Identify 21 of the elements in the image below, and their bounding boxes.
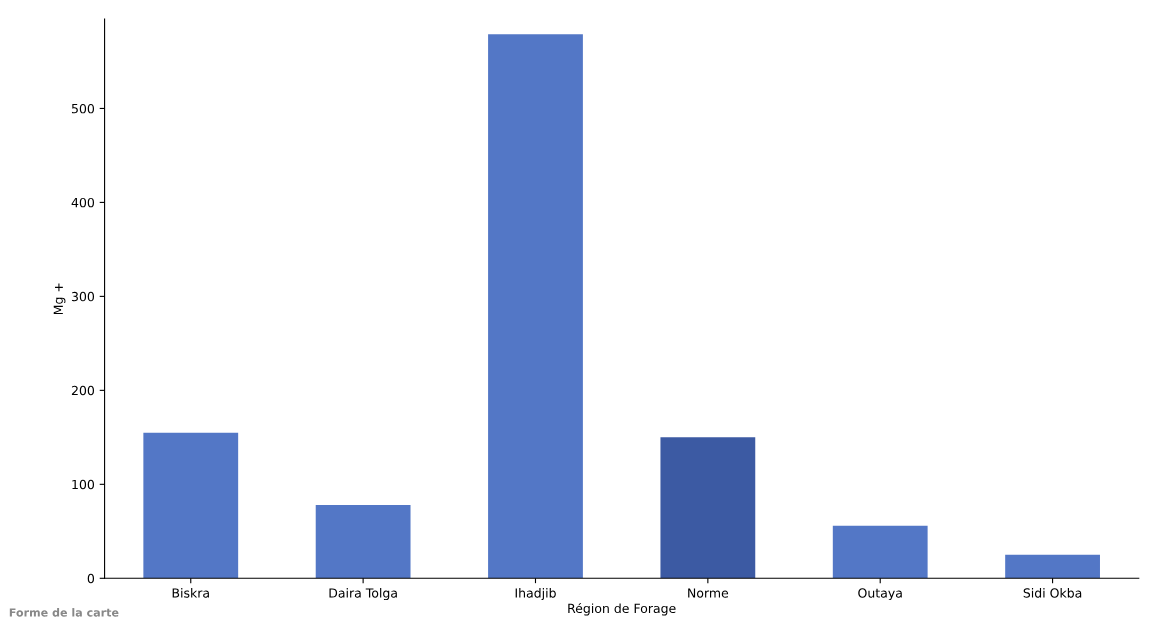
text: Forme de la carte xyxy=(9,608,119,617)
x-tick-label: Biskra xyxy=(172,588,209,598)
y-tick-label: 400 xyxy=(71,197,95,208)
y-tick-label: 200 xyxy=(71,385,95,396)
y-tick-label: 300 xyxy=(71,291,95,302)
x-tick-label: Ihadjib xyxy=(515,588,556,601)
x-axis-title: Région de Forage xyxy=(568,602,676,616)
y-tick-label: 100 xyxy=(72,479,95,490)
y-axis-title: Mg + xyxy=(53,283,66,315)
bar xyxy=(832,525,928,579)
x-tick-label: Daira Tolga xyxy=(329,588,397,601)
y-tick-label: 500 xyxy=(71,103,95,114)
bar xyxy=(660,437,756,579)
bar xyxy=(143,432,239,579)
x-tick-label: Norme xyxy=(688,588,729,598)
bar xyxy=(1005,554,1100,579)
y-tick-label: 0 xyxy=(87,573,95,584)
x-tick-label: Outaya xyxy=(858,588,902,601)
bar xyxy=(315,505,411,579)
x-tick-label: Sidi Okba xyxy=(1023,588,1082,598)
bar xyxy=(488,34,583,579)
